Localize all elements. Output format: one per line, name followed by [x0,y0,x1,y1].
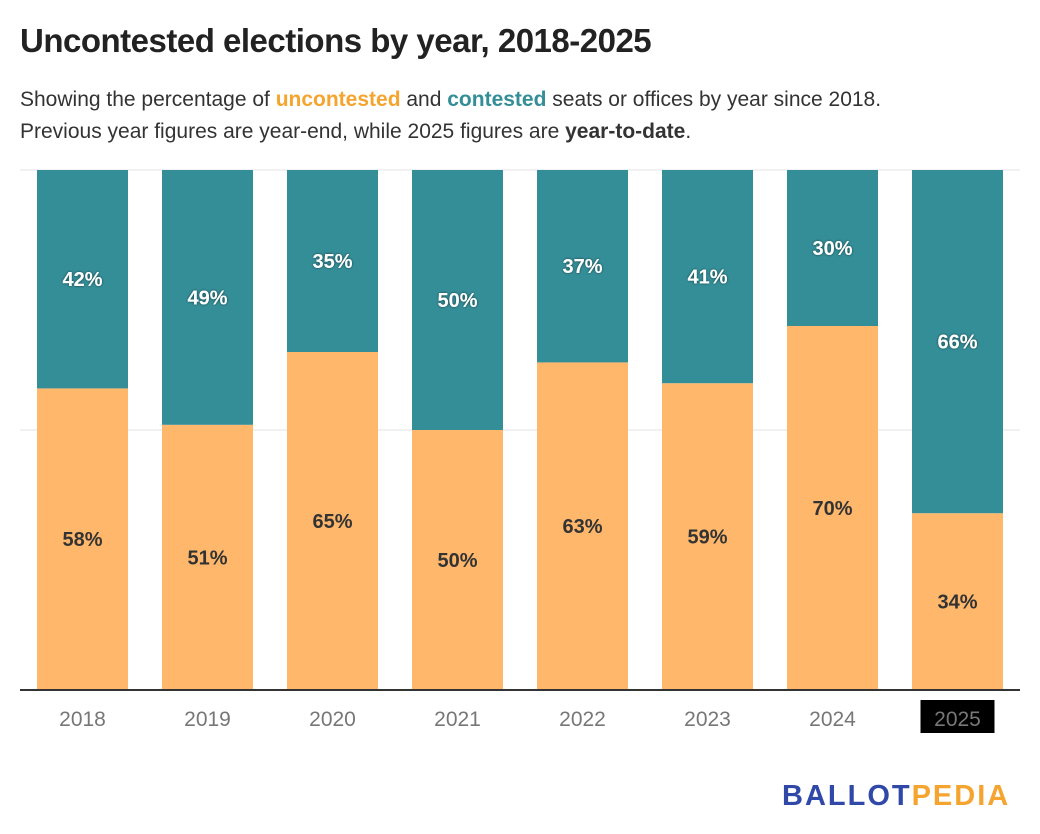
data-label-uncontested-2021: 50% [437,550,477,572]
data-label-contested-2020: 35% [312,251,352,273]
chart-title: Uncontested elections by year, 2018-2025 [20,22,652,59]
data-label-uncontested-2019: 51% [187,547,227,569]
subtitle-ytd: year-to-date [565,120,686,143]
logo-part1: BALLOT [782,780,912,812]
bar-uncontested-2024 [787,326,878,690]
ballotpedia-logo: BALLOTPEDIA [782,780,1010,813]
bar-uncontested-2019 [162,424,253,690]
data-label-contested-2018: 42% [62,269,102,291]
x-tick-label-2025: 2025 [934,708,981,731]
chart-subtitle: Showing the percentage of uncontested an… [20,84,1030,148]
data-label-uncontested-2024: 70% [812,498,852,520]
data-label-contested-2019: 49% [187,287,227,309]
data-label-contested-2021: 50% [437,290,477,312]
data-label-contested-2023: 41% [687,267,727,289]
data-label-contested-2025: 66% [937,332,977,354]
tick-highlight [920,700,995,733]
data-label-uncontested-2022: 63% [562,516,602,538]
bar-uncontested-2022 [537,362,628,690]
x-tick-label-2019: 2019 [184,708,231,731]
data-label-uncontested-2023: 59% [687,527,727,549]
subtitle-text: seats or offices by year since 2018. [546,88,882,111]
x-tick-label-2020: 2020 [309,708,356,731]
x-tick-label-2021: 2021 [434,708,481,731]
bar-contested-2018 [37,170,128,389]
x-tick-label-2018: 2018 [59,708,106,731]
subtitle-text: and [400,88,448,111]
x-tick-label-2024: 2024 [809,708,856,731]
bar-contested-2024 [787,170,878,326]
bar-contested-2023 [662,170,753,384]
bar-uncontested-2025 [912,513,1003,690]
data-label-uncontested-2025: 34% [937,592,977,614]
contested-legend: contested [447,88,547,111]
logo-part2: PEDIA [911,780,1011,812]
uncontested-legend: uncontested [275,88,401,111]
bar-uncontested-2021 [412,430,503,690]
bar-contested-2020 [287,170,378,352]
subtitle-text: Showing the percentage of [20,88,276,111]
data-label-contested-2022: 37% [562,256,602,278]
bar-uncontested-2018 [37,388,128,690]
x-tick-label-2022: 2022 [559,708,606,731]
subtitle-text: . [685,120,692,143]
data-label-uncontested-2020: 65% [312,511,352,533]
subtitle-text: Previous year figures are year-end, whil… [20,120,566,143]
data-label-contested-2024: 30% [812,238,852,260]
bar-contested-2022 [537,170,628,363]
bar-uncontested-2020 [287,352,378,690]
x-tick-label-2023: 2023 [684,708,731,731]
bar-contested-2019 [162,170,253,425]
bar-uncontested-2023 [662,383,753,690]
bar-contested-2021 [412,170,503,430]
data-label-uncontested-2018: 58% [62,529,102,551]
bar-contested-2025 [912,170,1003,514]
